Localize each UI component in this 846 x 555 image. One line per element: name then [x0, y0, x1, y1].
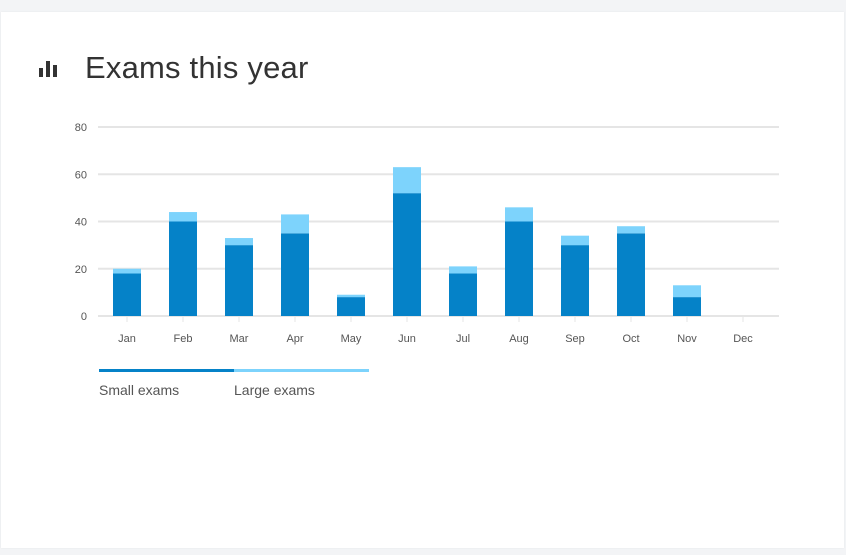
- bar-large-exams[interactable]: [505, 207, 533, 222]
- x-tick-label: Mar: [230, 333, 249, 345]
- card-title: Exams this year: [85, 50, 309, 85]
- x-tick-label: Jun: [398, 333, 416, 345]
- bar-large-exams[interactable]: [169, 212, 197, 222]
- legend-item-small-exams[interactable]: Small exams: [99, 369, 234, 398]
- y-tick-label: 80: [75, 122, 87, 134]
- bar-small-exams[interactable]: [617, 233, 645, 316]
- x-tick-label: Nov: [677, 333, 697, 345]
- exams-bar-chart: 0 20 40 60 80 Jan Feb Mar Apr May Jun Jul Aug Sep Oct N…: [75, 122, 779, 345]
- y-tick-label: 60: [75, 169, 87, 181]
- x-tick-label: Oct: [622, 333, 639, 345]
- bar-small-exams[interactable]: [225, 245, 253, 316]
- x-tick-label: May: [341, 333, 362, 345]
- y-tick-label: 40: [75, 217, 87, 229]
- bar-small-exams[interactable]: [505, 221, 533, 317]
- y-tick-label: 20: [75, 264, 87, 276]
- x-tick-label: Sep: [565, 333, 585, 345]
- x-tick-label: Jul: [456, 333, 470, 345]
- x-tick-label: Feb: [174, 333, 193, 345]
- bar-large-exams[interactable]: [337, 294, 365, 298]
- bar-chart-icon: [39, 61, 57, 77]
- exams-card: Exams this year 0 20 40 60 80 Jan Feb Mar Apr May…: [1, 12, 844, 548]
- chart-legend: Small exams Large exams: [99, 369, 369, 398]
- bar-small-exams[interactable]: [561, 245, 589, 316]
- bar-small-exams[interactable]: [673, 297, 701, 316]
- bar-large-exams[interactable]: [561, 235, 589, 246]
- bar-small-exams[interactable]: [169, 221, 197, 317]
- legend-label-large-exams: Large exams: [234, 382, 315, 398]
- bar-large-exams[interactable]: [281, 214, 309, 234]
- bar-large-exams[interactable]: [393, 167, 421, 194]
- bar-small-exams[interactable]: [281, 233, 309, 316]
- x-tick-label: Apr: [286, 333, 303, 345]
- bar-large-exams[interactable]: [113, 268, 141, 274]
- bar-small-exams[interactable]: [113, 273, 141, 316]
- bar-large-exams[interactable]: [673, 285, 701, 298]
- card-header: Exams this year: [37, 48, 309, 88]
- legend-item-large-exams[interactable]: Large exams: [234, 369, 369, 398]
- x-tick-label: Aug: [509, 333, 529, 345]
- bar-large-exams[interactable]: [449, 266, 477, 274]
- x-tick-label: Dec: [733, 333, 753, 345]
- bar-small-exams[interactable]: [449, 273, 477, 316]
- bar-small-exams[interactable]: [337, 297, 365, 316]
- y-tick-label: 0: [81, 311, 87, 323]
- bar-small-exams[interactable]: [393, 193, 421, 316]
- bar-large-exams[interactable]: [225, 238, 253, 246]
- bar-large-exams[interactable]: [617, 226, 645, 234]
- legend-label-small-exams: Small exams: [99, 382, 180, 398]
- x-tick-label: Jan: [118, 333, 136, 345]
